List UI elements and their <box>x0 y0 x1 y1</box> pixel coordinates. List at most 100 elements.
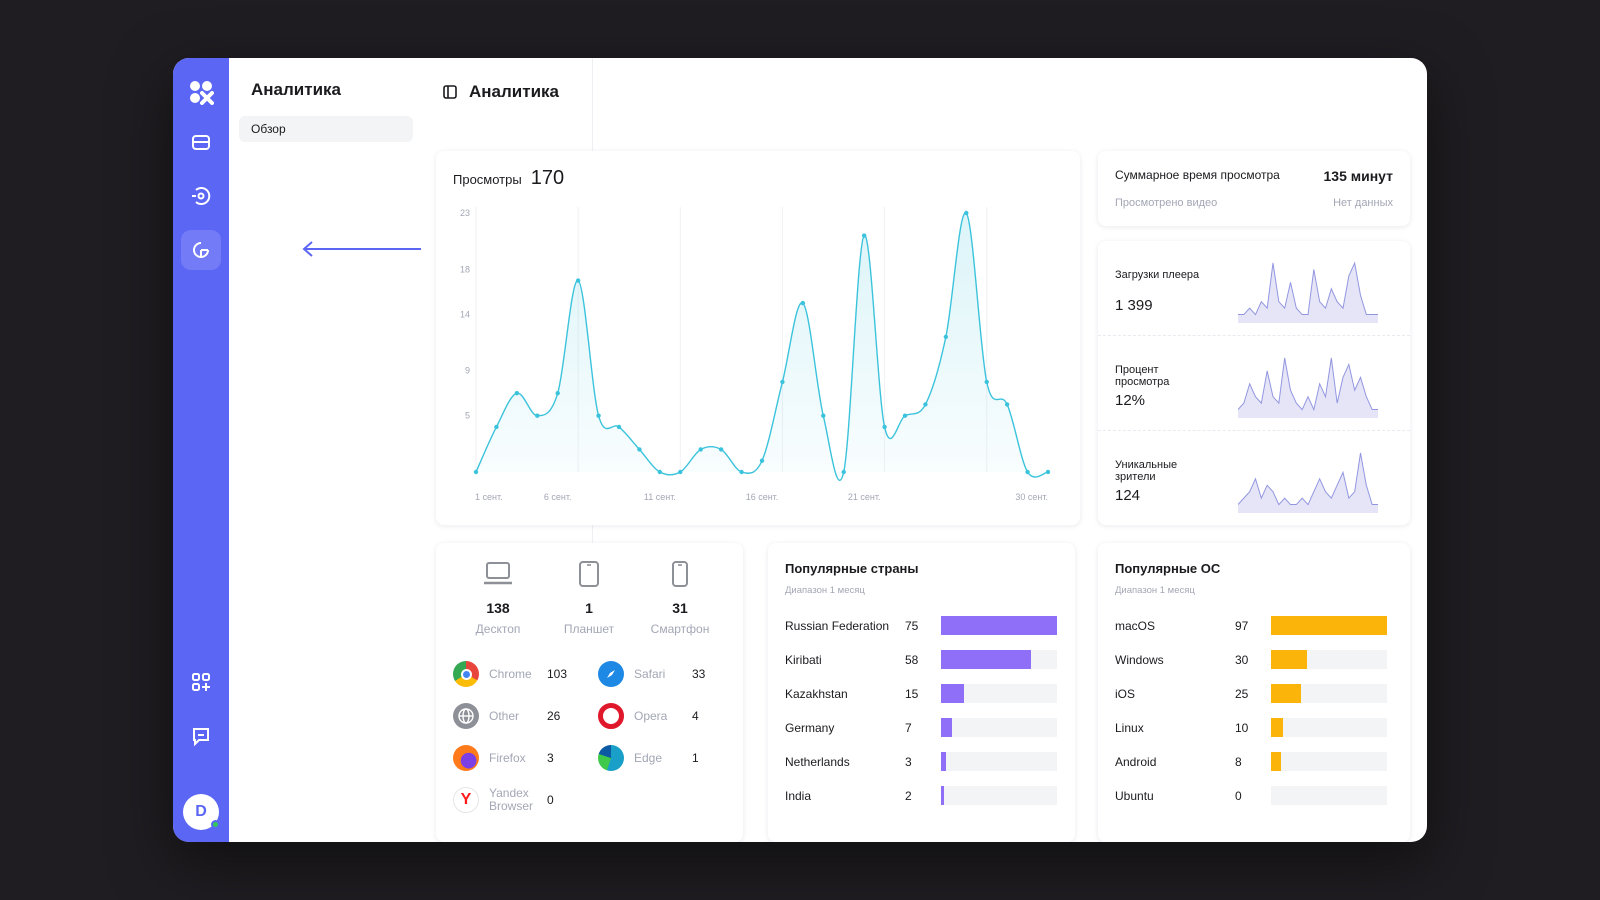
mini-stat-label: Загрузки плеера <box>1115 269 1200 281</box>
firefox-icon <box>453 745 479 771</box>
item-value: 10 <box>1235 721 1249 735</box>
list-item: Windows 30 <box>1115 650 1393 670</box>
data-point <box>616 424 622 430</box>
browser-count: 26 <box>547 709 561 723</box>
broadcast-icon[interactable] <box>181 176 221 216</box>
avatar[interactable]: D <box>183 794 220 830</box>
data-point <box>575 278 581 283</box>
sparkline-chart <box>1238 357 1378 418</box>
watched-videos-label: Просмотрено видео <box>1115 197 1218 209</box>
bar-fill <box>941 786 945 805</box>
data-point <box>1025 469 1030 475</box>
device-name: Планшет <box>563 622 615 636</box>
x-tick-label: 21 сент. <box>848 492 881 502</box>
browser-chrome: Chrome 103 <box>453 661 567 687</box>
list-item: macOS 97 <box>1115 616 1393 636</box>
data-point <box>861 233 867 238</box>
x-tick-label: 6 сент. <box>544 492 572 502</box>
views-area <box>476 212 1048 481</box>
analytics-icon[interactable] <box>181 230 221 270</box>
logo-icon[interactable] <box>181 72 221 112</box>
bar-track <box>1271 650 1387 669</box>
data-point <box>1045 469 1051 475</box>
sparkline-area <box>1238 453 1378 513</box>
yandex-icon: Y <box>453 787 479 813</box>
bar-fill <box>1271 650 1307 669</box>
bar-track <box>941 718 1057 737</box>
list-item: Germany 7 <box>785 718 1058 738</box>
item-value: 0 <box>1235 789 1242 803</box>
data-point <box>800 300 806 306</box>
views-header: Просмотры 170 <box>453 167 564 190</box>
avatar-initial: D <box>195 803 207 820</box>
browser-opera: Opera 4 <box>598 703 699 729</box>
sparkline-area <box>1238 358 1378 418</box>
list-item: Kazakhstan 15 <box>785 684 1058 704</box>
list-item: India 2 <box>785 786 1058 806</box>
section-sidebar: Аналитика Обзор <box>229 58 593 842</box>
device-count: 31 <box>672 600 688 616</box>
browser-yandex: Y Yandex Browser 0 <box>453 787 554 813</box>
watched-videos-value: Нет данных <box>1333 197 1393 209</box>
bar-fill <box>941 684 965 703</box>
browser-name: Other <box>489 708 520 723</box>
mini-stat-value: 1 399 <box>1115 297 1153 314</box>
x-tick-label: 16 сент. <box>746 492 779 502</box>
views-card: Просмотры 170 23 18 14 9 5 1 сент. 6 сент. 11 с… <box>436 151 1080 525</box>
list-item: Kiribati 58 <box>785 650 1058 670</box>
data-point <box>943 334 949 340</box>
bar-track <box>941 752 1057 771</box>
smartphone-icon <box>672 561 688 587</box>
sidebar-toggle-icon[interactable] <box>443 85 457 99</box>
data-point <box>596 413 601 418</box>
device-smartphone: 31 Смартфон <box>640 561 720 636</box>
sparkline-line <box>1238 261 1378 316</box>
sparkline-area <box>1238 263 1378 323</box>
y-tick-label: 23 <box>460 208 470 218</box>
page-title: Аналитика <box>443 82 559 102</box>
browser-count: 0 <box>547 793 554 807</box>
item-name: Russian Federation <box>785 619 890 633</box>
browser-name: Edge <box>634 750 663 765</box>
arrow-left-icon <box>302 241 421 257</box>
edge-icon <box>598 745 624 771</box>
browser-name: Safari <box>634 666 666 681</box>
data-point <box>718 447 724 452</box>
browser-count: 33 <box>692 667 706 681</box>
data-point <box>821 413 826 418</box>
list-item: Linux 10 <box>1115 718 1393 738</box>
data-point <box>698 447 703 452</box>
data-point <box>1004 402 1010 407</box>
item-name: Windows <box>1115 653 1164 667</box>
item-name: macOS <box>1115 619 1156 633</box>
item-value: 58 <box>905 653 919 667</box>
x-tick-label: 1 сент. <box>475 492 503 502</box>
chat-icon[interactable] <box>181 716 221 756</box>
devices-card: 138 Десктоп 1 Планшет 31 Смартфон Chrome… <box>436 543 743 842</box>
device-name: Смартфон <box>650 622 710 636</box>
data-point <box>535 413 540 418</box>
bar-fill <box>941 616 1057 635</box>
bar-track <box>941 684 1057 703</box>
bar-track <box>1271 752 1387 771</box>
views-total: 170 <box>530 167 565 189</box>
os-card: Популярные ОС Диапазон 1 месяц macOS 97 Wi… <box>1098 543 1410 842</box>
sparkline-line <box>1238 452 1378 506</box>
device-name: Десктоп <box>475 622 521 636</box>
tablet-icon <box>579 561 599 587</box>
add-apps-icon[interactable] <box>181 662 221 702</box>
item-value: 2 <box>905 789 912 803</box>
data-point <box>678 469 683 475</box>
mini-stat-value: 12% <box>1115 392 1146 409</box>
chrome-icon <box>453 661 479 687</box>
item-value: 30 <box>1235 653 1249 667</box>
app-window: D Аналитика Обзор Аналитика Просмотры 17… <box>173 58 1427 842</box>
folder-icon[interactable] <box>181 122 221 162</box>
device-desktop: 138 Десктоп <box>458 561 538 636</box>
device-count: 138 <box>486 600 510 616</box>
sparkline-chart <box>1238 261 1378 323</box>
item-name: Ubuntu <box>1115 789 1154 803</box>
mini-stats-card: Загрузки плеера 1 399 Процент просмотра … <box>1098 241 1410 525</box>
sidebar-item-overview[interactable]: Обзор <box>239 116 413 142</box>
item-name: Kazakhstan <box>785 687 848 701</box>
